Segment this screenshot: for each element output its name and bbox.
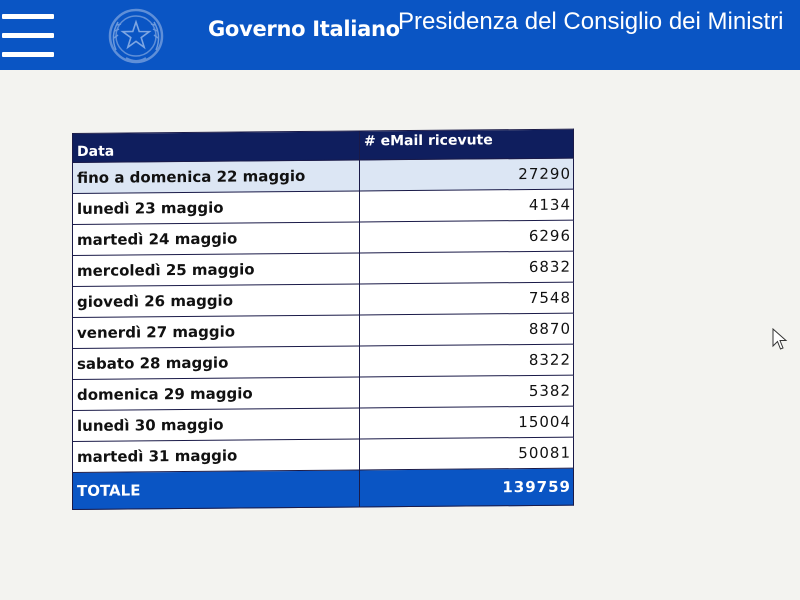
column-header-emails: # eMail ricevute [359, 129, 574, 160]
hamburger-menu-icon[interactable] [2, 14, 54, 58]
table-row: lunedì 23 maggio 4134 [72, 189, 574, 225]
table-row: sabato 28 maggio 8322 [72, 344, 574, 380]
row-date: mercoledì 25 maggio [72, 252, 360, 287]
total-value: 139759 [359, 468, 574, 507]
row-date: venerdì 27 maggio [72, 314, 360, 349]
table-row: giovedì 26 maggio 7548 [72, 282, 574, 318]
table-row: venerdì 27 maggio 8870 [72, 313, 574, 349]
row-date: fino a domenica 22 maggio [72, 159, 360, 194]
menu-bar [2, 33, 54, 38]
table-row: domenica 29 maggio 5382 [72, 375, 574, 411]
table-row: martedì 31 maggio 50081 [72, 437, 574, 473]
row-count: 5382 [359, 375, 574, 408]
total-row: TOTALE 139759 [72, 468, 574, 510]
menu-bar [2, 14, 54, 19]
row-date: domenica 29 maggio [72, 376, 360, 411]
row-date: lunedì 30 maggio [72, 407, 360, 442]
row-count: 8322 [359, 344, 574, 377]
row-count: 4134 [359, 189, 574, 222]
table-row: mercoledì 25 maggio 6832 [72, 251, 574, 287]
row-date: giovedì 26 maggio [72, 283, 360, 318]
mouse-pointer-icon [772, 328, 788, 350]
table-row: fino a domenica 22 maggio 27290 [72, 158, 574, 194]
brand-name[interactable]: Governo Italiano [208, 17, 400, 41]
row-count: 6296 [359, 220, 574, 253]
row-count: 27290 [359, 158, 574, 191]
row-count: 8870 [359, 313, 574, 346]
row-count: 6832 [359, 251, 574, 284]
table-row: martedì 24 maggio 6296 [72, 220, 574, 256]
italian-emblem-icon[interactable] [104, 4, 168, 68]
site-header: Governo Italiano Presidenza del Consigli… [0, 0, 800, 70]
row-date: martedì 24 maggio [72, 221, 360, 256]
row-count: 7548 [359, 282, 574, 315]
total-label: TOTALE [72, 469, 360, 510]
row-count: 50081 [359, 437, 574, 470]
row-date: martedì 31 maggio [72, 438, 360, 473]
row-date: lunedì 23 maggio [72, 190, 360, 225]
brand-subtitle[interactable]: Presidenza del Consiglio dei Ministri [398, 8, 784, 35]
column-header-date: Data [72, 130, 360, 163]
row-date: sabato 28 maggio [72, 345, 360, 380]
table-header-row: Data # eMail ricevute [72, 129, 574, 163]
menu-bar [2, 52, 54, 57]
table-row: lunedì 30 maggio 15004 [72, 406, 574, 442]
row-count: 15004 [359, 406, 574, 439]
emails-table: Data # eMail ricevute fino a domenica 22… [72, 129, 574, 510]
